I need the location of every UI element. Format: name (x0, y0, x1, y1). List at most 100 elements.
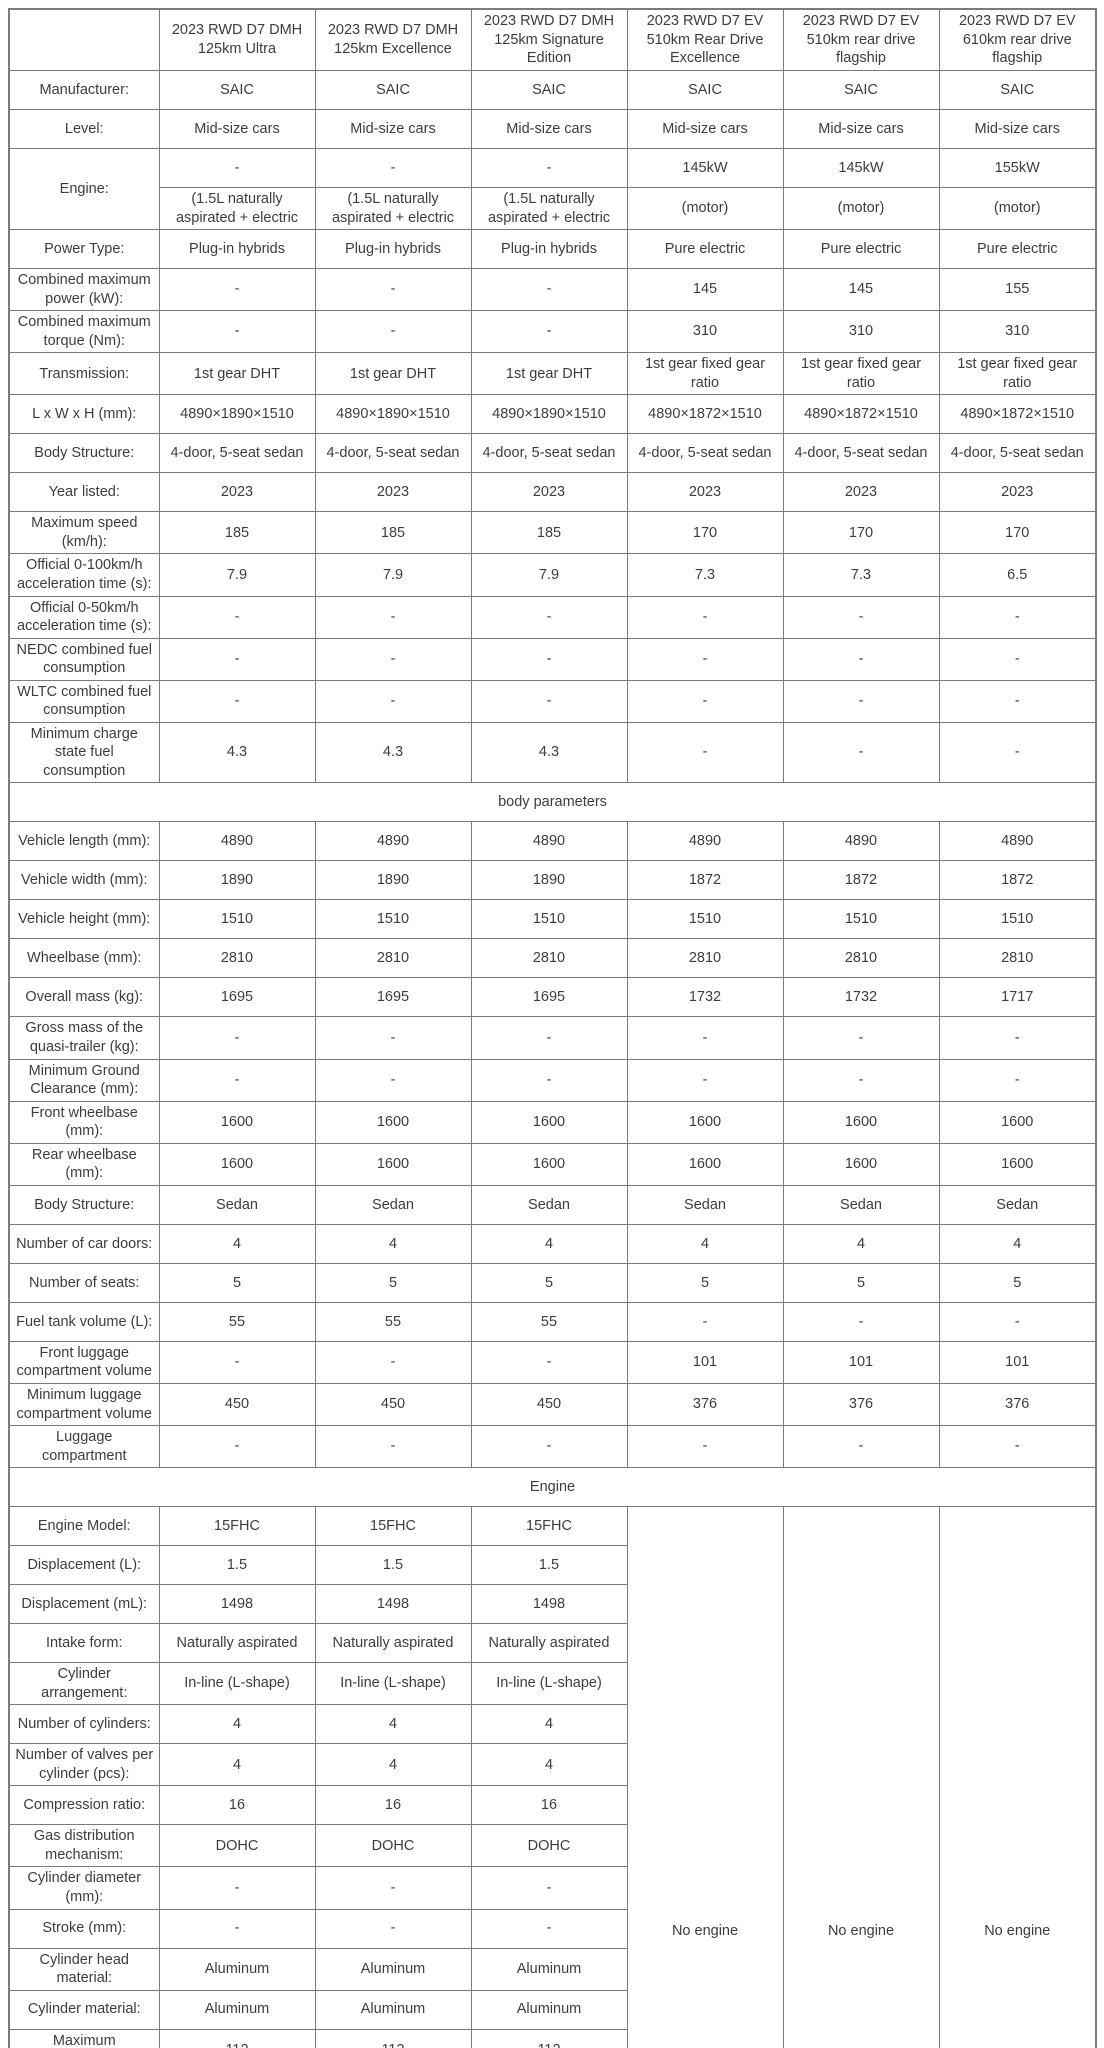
table-row: Maximum horsepower (Ps):112112112 (8, 2028, 1096, 2048)
spec-cell: 1890 (158, 860, 316, 901)
table-row: Power Type: Plug-in hybrids Plug-in hybrid… (8, 229, 1097, 270)
spec-cell: 4 (470, 1223, 628, 1264)
no-engine-cell: No engine (626, 1506, 784, 2048)
spec-cell: - (470, 1425, 628, 1469)
spec-cell: 1600 (938, 1142, 1097, 1186)
spec-cell: 55 (158, 1301, 316, 1342)
spec-cell: Mid-size cars (938, 109, 1097, 149)
spec-cell: - (782, 637, 940, 681)
spec-cell: 310 (626, 310, 784, 354)
spec-cell: 1st gear fixed gear ratio (626, 352, 784, 396)
table-row: Luggage compartment - - - - - - (8, 1425, 1097, 1469)
spec-cell: - (938, 1016, 1097, 1060)
spec-cell: - (158, 1908, 316, 1949)
spec-cell: - (470, 1340, 628, 1384)
row-label: Vehicle length (mm): (8, 821, 160, 862)
spec-cell: - (782, 595, 940, 639)
spec-cell: Mid-size cars (158, 109, 316, 149)
spec-cell: 450 (158, 1382, 316, 1427)
spec-cell: 1498 (314, 1584, 472, 1625)
spec-cell: 2023 (938, 472, 1097, 513)
table-row: WLTC combined fuel consumption - - - - - - (8, 679, 1097, 723)
spec-cell: 6.5 (938, 553, 1097, 597)
spec-cell: - (314, 1058, 472, 1102)
spec-cell: - (938, 1301, 1097, 1342)
spec-cell: Aluminum (314, 1947, 472, 1991)
spec-cell: Aluminum (314, 1989, 472, 2030)
table-row: Minimum luggage compartment volume 450 450… (8, 1382, 1097, 1427)
model-header: 2023 RWD D7 DMH 125km Excellence (314, 8, 472, 71)
row-label: Luggage compartment (8, 1425, 160, 1469)
spec-cell: 4890 (314, 821, 472, 862)
spec-cell: 1890 (314, 860, 472, 901)
table-row: Front luggage compartment volume - - -101 10… (8, 1340, 1097, 1384)
spec-cell: - (938, 595, 1097, 639)
spec-cell: 4 (470, 1704, 628, 1745)
spec-cell: 4 (158, 1743, 316, 1787)
row-label: Minimum luggage compartment volume (8, 1382, 160, 1427)
spec-cell: 185 (158, 511, 316, 555)
spec-cell: (1.5L naturally aspirated + electric (158, 186, 316, 231)
table-row: Vehicle width (mm): 1890 1890 1890 1872 1872 1… (8, 860, 1097, 901)
spec-cell: - (938, 1425, 1097, 1469)
spec-cell: - (626, 679, 784, 723)
spec-cell: 1510 (938, 899, 1097, 940)
spec-cell: 145 (626, 268, 784, 312)
spec-cell: Mid-size cars (782, 109, 940, 149)
spec-cell: - (782, 1425, 940, 1469)
spec-cell: - (782, 721, 940, 784)
model-header: 2023 RWD D7 DMH 125km Signature Edition (470, 8, 628, 71)
model-header-row: 2023 RWD D7 DMH 125km Ultra 2023 RWD D7 D… (8, 8, 1097, 71)
row-label: Cylinder arrangement: (8, 1662, 160, 1706)
spec-cell: 5 (314, 1262, 472, 1303)
spec-cell: 4 (782, 1223, 940, 1264)
spec-cell: Aluminum (470, 1947, 628, 1991)
spec-cell: - (314, 595, 472, 639)
spec-cell: - (158, 268, 316, 312)
spec-cell: Mid-size cars (626, 109, 784, 149)
spec-table: 2023 RWD D7 DMH 125km Ultra 2023 RWD D7 D… (8, 8, 1097, 2048)
row-label: Maximum horsepower (Ps): (8, 2028, 160, 2048)
spec-cell: In-line (L-shape) (470, 1662, 628, 1706)
spec-cell: 1695 (314, 977, 472, 1018)
spec-cell: 4890 (158, 821, 316, 862)
row-label: Compression ratio: (8, 1785, 160, 1826)
spec-cell: - (626, 595, 784, 639)
table-row: Vehicle height (mm): 1510 1510 1510 1510 1510… (8, 899, 1097, 940)
section-row: body parameters (8, 782, 1097, 823)
spec-cell: Plug-in hybrids (314, 229, 472, 270)
spec-cell: 4.3 (314, 721, 472, 784)
spec-cell: 4890×1872×1510 (938, 394, 1097, 435)
spec-cell: 2810 (314, 938, 472, 979)
spec-cell: Aluminum (158, 1947, 316, 1991)
spec-cell: 4890 (938, 821, 1097, 862)
spec-cell: SAIC (626, 70, 784, 110)
spec-cell: - (470, 1058, 628, 1102)
row-label: Minimum Ground Clearance (mm): (8, 1058, 160, 1102)
spec-cell: 1600 (158, 1100, 316, 1144)
spec-cell: - (470, 637, 628, 681)
table-row: Official 0-50km/h acceleration time (s):… (8, 595, 1097, 639)
spec-cell: - (314, 679, 472, 723)
spec-cell: - (782, 1016, 940, 1060)
spec-cell: 15FHC (314, 1506, 472, 1547)
row-label: Displacement (mL): (8, 1584, 160, 1625)
spec-cell: 4 (158, 1704, 316, 1745)
table-row: Vehicle length (mm): 4890 4890 4890 4890 4890… (8, 821, 1097, 862)
spec-cell: 2023 (782, 472, 940, 513)
spec-cell: - (314, 637, 472, 681)
spec-cell: 310 (938, 310, 1097, 354)
spec-cell: - (470, 679, 628, 723)
spec-cell: 1600 (158, 1142, 316, 1186)
row-label: Displacement (L): (8, 1545, 160, 1586)
spec-cell: Sedan (938, 1184, 1097, 1225)
spec-cell: 7.3 (626, 553, 784, 597)
spec-cell: Mid-size cars (470, 109, 628, 149)
table-row: Manufacturer: SAIC SAIC SAIC SAIC SAIC SAIC (8, 70, 1097, 110)
table-row: Fuel tank volume (L): 55 55 55- - - (8, 1301, 1097, 1342)
spec-cell: 4890 (626, 821, 784, 862)
spec-cell: 185 (314, 511, 472, 555)
spec-cell: In-line (L-shape) (314, 1662, 472, 1706)
spec-cell: Sedan (470, 1184, 628, 1225)
spec-cell: 1600 (626, 1142, 784, 1186)
